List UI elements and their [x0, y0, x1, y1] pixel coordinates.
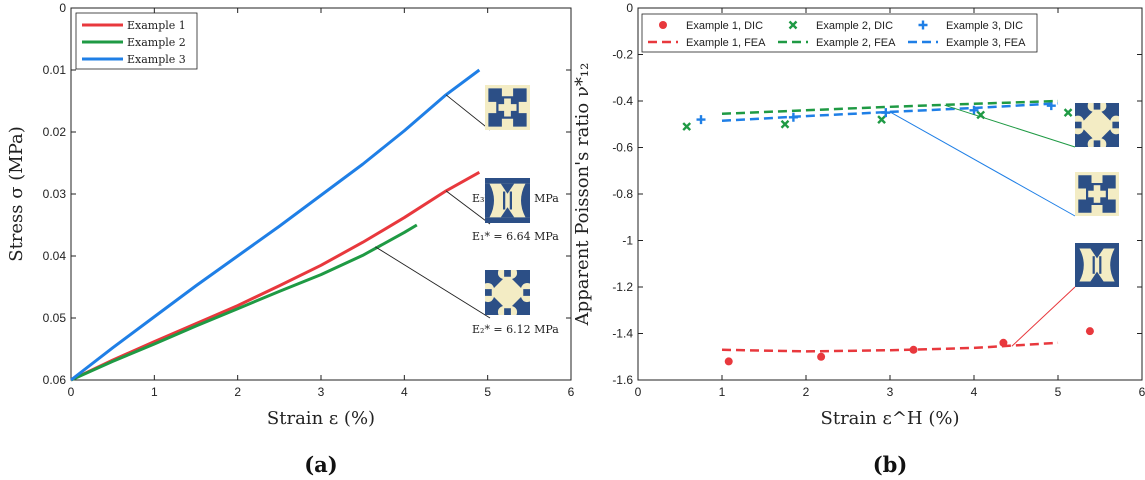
plot-area-frame	[637, 7, 1143, 381]
x-tick-label: 3	[887, 385, 894, 399]
legend-entry: Example 2, DIC	[816, 20, 893, 32]
series-line-example-1	[70, 170, 481, 382]
fea-line-example-1-fea	[721, 341, 1059, 353]
x-tick-label: 0	[635, 385, 642, 399]
y-tick-label: -1.2	[612, 280, 633, 294]
x-tick-label: 2	[803, 385, 810, 399]
callout-leader	[1011, 286, 1076, 347]
y-axis-label: Apparent Poisson's ratio ν*₁₂	[572, 63, 593, 327]
legend-entry: Example 1	[127, 19, 186, 32]
microstructure-tile-image	[485, 85, 530, 130]
y-tick-label: -0.8	[612, 187, 633, 201]
annotation-leader	[374, 246, 491, 319]
microstructure-tile-image	[1075, 172, 1119, 216]
y-tick-label: 0.01	[43, 63, 67, 77]
x-tick-label: 2	[234, 385, 241, 399]
x-tick-label: 4	[971, 385, 978, 399]
microstructure-tile-image	[485, 270, 530, 315]
y-tick-label: -1	[622, 234, 633, 248]
microstructure-tile-image	[1075, 243, 1119, 287]
y-tick-label: -0.6	[612, 141, 633, 155]
legend-entry: Example 3	[127, 53, 186, 66]
x-tick-label: 1	[719, 385, 726, 399]
x-tick-label: 4	[401, 385, 408, 399]
legend: Example 1 Example 2 Example 3	[75, 12, 198, 70]
x-tick-label: 6	[568, 385, 575, 399]
y-tick-label: 0.04	[43, 249, 67, 263]
y-tick-label: 0	[59, 1, 66, 15]
legend-entry: Example 2, FEA	[816, 37, 896, 49]
legend-entry: Example 3, DIC	[946, 20, 1023, 32]
y-tick-label: 0.03	[43, 187, 67, 201]
panel-label: (a)	[304, 452, 337, 477]
fea-line-example-2-fea	[721, 99, 1059, 116]
modulus-annotation: E₂* = 6.12 MPa	[472, 323, 559, 336]
y-tick-label: 0.02	[43, 125, 67, 139]
microstructure-tile-image	[1075, 103, 1119, 147]
dic-point	[1063, 108, 1073, 117]
x-tick-label: 0	[68, 385, 75, 399]
y-tick-label: 0	[626, 1, 633, 15]
y-tick-label: -1.6	[612, 373, 633, 387]
dic-point	[682, 122, 692, 131]
annotation-leader	[445, 190, 491, 225]
series-line-example-3	[70, 68, 481, 382]
legend-entry: Example 3, FEA	[946, 37, 1026, 49]
panel-label: (b)	[873, 452, 908, 477]
callout-leader	[944, 104, 1076, 148]
legend-swatch	[788, 20, 798, 30]
x-tick-label: 1	[151, 385, 158, 399]
x-tick-label: 6	[1139, 385, 1145, 399]
legend-box	[641, 13, 1038, 53]
dic-point	[877, 115, 886, 124]
legend: Example 1, DIC Example 2, DIC Example 3, D…	[641, 13, 1038, 53]
dic-point	[817, 352, 826, 361]
legend-entry: Example 1, DIC	[686, 20, 763, 32]
legend-swatch	[659, 21, 667, 29]
legend-entry: Example 1, FEA	[686, 37, 766, 49]
x-axis-label: Strain ε (%)	[267, 408, 375, 429]
stress-strain-panel: 0 1 2 3 4 5 6 0 0.01 0.02 0.03 0.04 0.05 0.06 Strain ε…	[6, 1, 575, 477]
x-tick-label: 3	[318, 385, 325, 399]
series-line-example-2	[70, 223, 418, 382]
microstructure-tile-image	[485, 178, 530, 223]
legend-entry: Example 2	[127, 36, 186, 49]
dic-point	[724, 357, 733, 366]
legend-swatch	[918, 20, 928, 30]
y-tick-label: -0.2	[612, 48, 633, 62]
y-axis-label: Stress σ (MPa)	[6, 126, 27, 262]
x-axis-label: Strain ε^H (%)	[821, 408, 960, 429]
dic-point	[780, 119, 790, 129]
y-tick-label: 0.05	[43, 311, 67, 325]
callout-leader	[889, 111, 1076, 217]
y-tick-label: -1.4	[612, 327, 633, 341]
x-tick-label: 5	[484, 385, 491, 399]
y-tick-label: 0.06	[43, 373, 67, 387]
dic-point	[909, 345, 918, 354]
modulus-annotation: E₁* = 6.64 MPa	[472, 230, 559, 243]
y-tick-label: -0.4	[612, 94, 633, 108]
dic-point	[696, 115, 706, 125]
dic-point	[1085, 327, 1094, 336]
x-tick-label: 5	[1055, 385, 1062, 399]
poisson-ratio-panel: 0 1 2 3 4 5 6 0 -0.2 -0.4 -0.6 -0.8 -1 -1.2 -1.4 -1.6 St…	[572, 1, 1145, 477]
annotation-leader	[445, 94, 491, 131]
